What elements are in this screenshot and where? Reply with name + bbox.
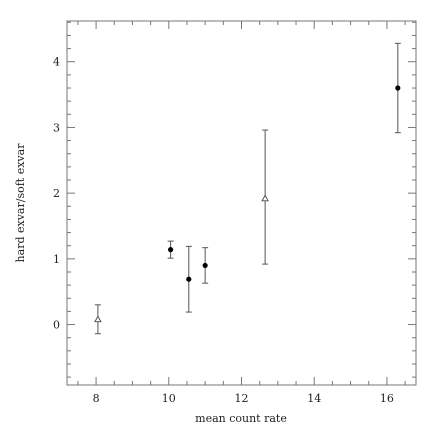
data-point-circle: [395, 85, 401, 91]
plot-frame: [66, 20, 417, 386]
x-tick-label: 14: [307, 392, 321, 405]
x-tick-labels: 8 10 12 14 16: [93, 392, 394, 405]
y-tick-labels: 0 1 2 3 4: [53, 56, 60, 332]
y-tick-label: 3: [53, 121, 60, 134]
x-tick-label: 16: [380, 392, 394, 405]
y-axis-label: hard exvar/soft exvar: [14, 143, 27, 263]
data-point-triangle: [261, 194, 269, 202]
y-tick-label: 0: [53, 319, 60, 332]
error-bars: [94, 42, 401, 335]
data-point-triangle: [94, 315, 102, 323]
data-point-circle: [186, 276, 192, 282]
x-tick-label: 10: [162, 392, 176, 405]
x-tick-label: 8: [93, 392, 100, 405]
y-tick-label: 2: [53, 187, 60, 200]
y-tick-label: 4: [53, 56, 60, 69]
data-point-circle: [202, 262, 208, 269]
x-axis-label: mean count rate: [195, 412, 287, 425]
axis-ticks: [67, 21, 416, 385]
y-tick-label: 1: [53, 253, 60, 266]
data-markers: [94, 85, 401, 323]
data-point-circle: [168, 247, 174, 253]
x-tick-label: 12: [235, 392, 249, 405]
